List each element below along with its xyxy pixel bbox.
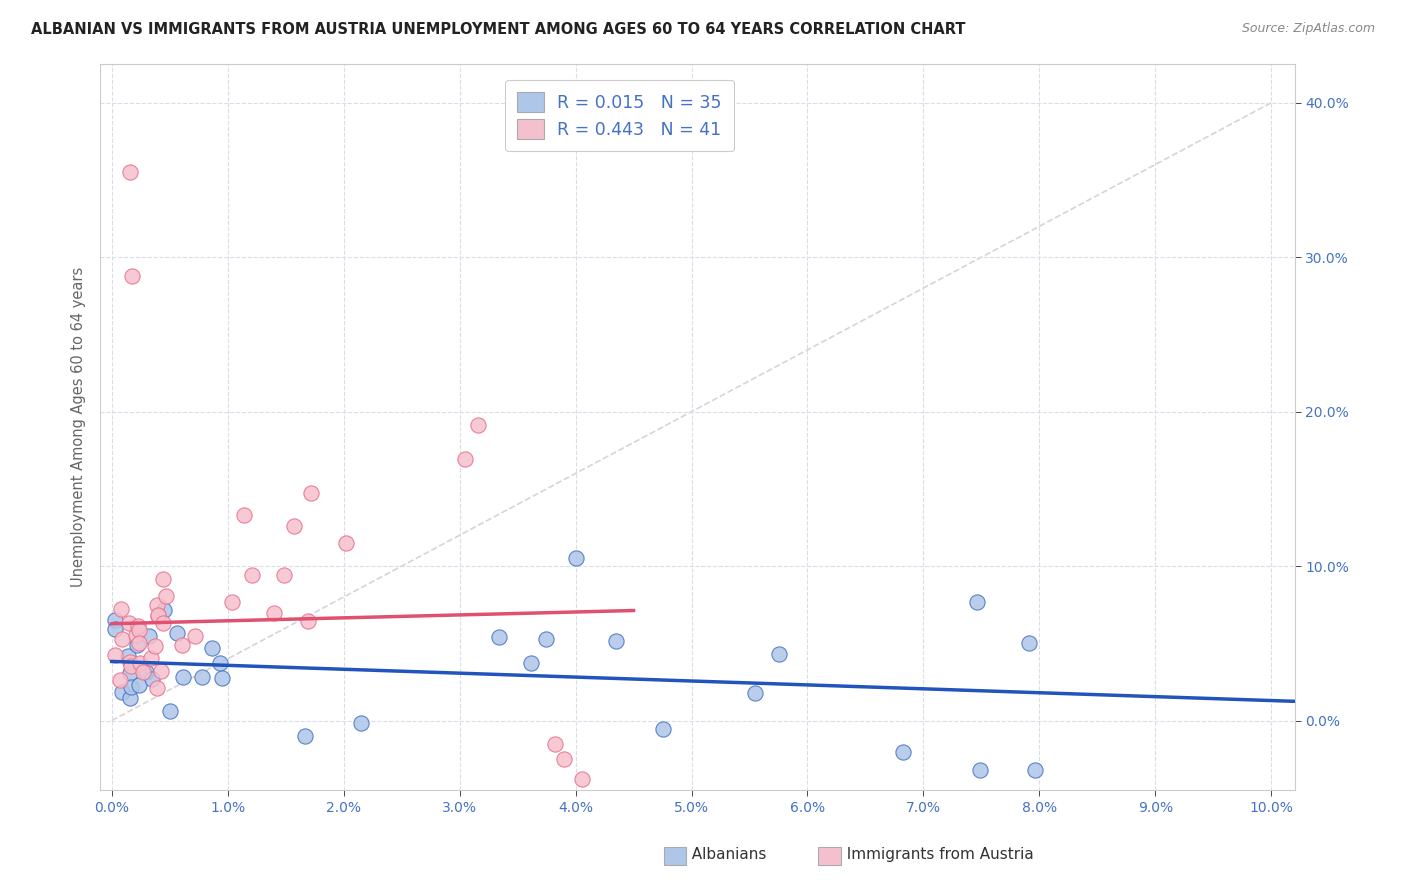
- Point: [273, 568, 295, 582]
- Point: [111, 685, 134, 699]
- Point: [110, 602, 132, 616]
- Point: [454, 451, 477, 466]
- Point: [146, 681, 169, 695]
- Point: [966, 595, 988, 609]
- Point: [104, 648, 127, 662]
- Point: [299, 486, 322, 500]
- Point: [166, 626, 188, 640]
- Point: [605, 634, 627, 648]
- Point: [172, 670, 194, 684]
- Point: [141, 672, 163, 686]
- Point: [294, 729, 316, 743]
- Text: Immigrants from Austria: Immigrants from Austria: [837, 847, 1033, 862]
- Point: [744, 686, 766, 700]
- Point: [969, 763, 991, 777]
- Point: [520, 656, 543, 670]
- Point: [148, 608, 170, 623]
- Point: [571, 772, 593, 787]
- Point: [201, 640, 224, 655]
- Point: [110, 673, 132, 687]
- Point: [146, 599, 169, 613]
- Point: [544, 737, 567, 751]
- Point: [125, 628, 148, 642]
- Point: [153, 603, 176, 617]
- Point: [111, 632, 134, 646]
- Point: [120, 656, 142, 670]
- Text: Albanians: Albanians: [682, 847, 766, 862]
- Point: [138, 629, 160, 643]
- Point: [488, 631, 510, 645]
- Point: [170, 638, 193, 652]
- Point: [155, 590, 177, 604]
- Point: [129, 657, 152, 671]
- Point: [221, 595, 243, 609]
- Point: [152, 616, 174, 631]
- Point: [128, 623, 150, 637]
- Point: [350, 716, 373, 731]
- Point: [127, 619, 149, 633]
- Point: [128, 677, 150, 691]
- Point: [565, 551, 588, 566]
- Point: [104, 622, 127, 636]
- Point: [1024, 763, 1046, 777]
- Point: [211, 672, 233, 686]
- Point: [242, 567, 264, 582]
- Point: [131, 665, 153, 680]
- Text: Source: ZipAtlas.com: Source: ZipAtlas.com: [1241, 22, 1375, 36]
- Point: [117, 649, 139, 664]
- Point: [104, 613, 127, 627]
- Point: [128, 636, 150, 650]
- Point: [149, 664, 172, 678]
- Point: [117, 615, 139, 630]
- Point: [141, 651, 163, 665]
- Point: [891, 745, 914, 759]
- Point: [263, 607, 285, 621]
- Point: [146, 608, 169, 623]
- Point: [118, 666, 141, 681]
- Point: [120, 659, 142, 673]
- Point: [335, 536, 357, 550]
- Point: [121, 268, 143, 283]
- Point: [534, 632, 557, 647]
- Point: [120, 680, 142, 694]
- Point: [135, 665, 157, 680]
- Point: [768, 647, 790, 661]
- Point: [297, 614, 319, 628]
- Point: [152, 572, 174, 586]
- Y-axis label: Unemployment Among Ages 60 to 64 years: Unemployment Among Ages 60 to 64 years: [72, 267, 86, 587]
- Point: [190, 670, 212, 684]
- Point: [143, 639, 166, 653]
- Point: [467, 418, 489, 433]
- Point: [283, 518, 305, 533]
- Point: [209, 657, 232, 671]
- Point: [127, 638, 149, 652]
- Point: [118, 690, 141, 705]
- Point: [184, 629, 207, 643]
- Text: ALBANIAN VS IMMIGRANTS FROM AUSTRIA UNEMPLOYMENT AMONG AGES 60 TO 64 YEARS CORRE: ALBANIAN VS IMMIGRANTS FROM AUSTRIA UNEM…: [31, 22, 966, 37]
- Point: [651, 722, 673, 736]
- Legend: R = 0.015   N = 35, R = 0.443   N = 41: R = 0.015 N = 35, R = 0.443 N = 41: [505, 80, 734, 152]
- Point: [159, 704, 181, 718]
- Point: [233, 508, 256, 522]
- Point: [118, 165, 141, 179]
- Point: [553, 752, 575, 766]
- Point: [1018, 636, 1040, 650]
